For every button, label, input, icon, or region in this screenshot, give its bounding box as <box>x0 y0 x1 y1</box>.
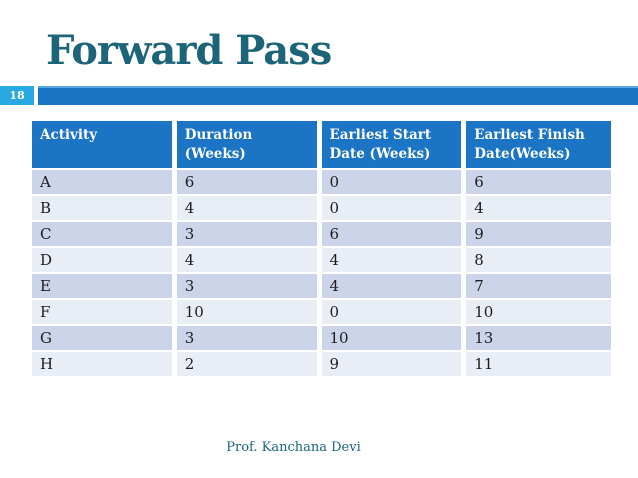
table-cell-duration: 3 <box>176 273 322 300</box>
table-row: F 10 0 10 <box>32 299 611 326</box>
table-cell-earliest_start: 10 <box>321 325 467 352</box>
footer-author: Prof. Kanchana Devi <box>226 440 361 455</box>
table-cell-earliest_start: 0 <box>321 169 467 196</box>
table-cell-duration: 6 <box>176 169 322 196</box>
table-cell-duration: 2 <box>176 351 322 378</box>
table-row: H 2 9 11 <box>32 351 611 378</box>
table-cell-activity: B <box>32 195 177 222</box>
table-cell-earliest_finish: 9 <box>466 221 611 248</box>
table-cell-earliest_start: 9 <box>321 351 467 378</box>
table-cell-duration: 10 <box>176 299 322 326</box>
table-cell-earliest_start: 6 <box>321 221 467 248</box>
table-cell-activity: D <box>32 247 177 274</box>
table-cell-duration: 3 <box>176 325 322 352</box>
table-header-row: Activity Duration (Weeks) Earliest Start D… <box>32 121 611 170</box>
table-cell-earliest_finish: 6 <box>466 169 611 196</box>
table-cell-duration: 3 <box>176 221 322 248</box>
header-cell: Earliest Start Date (Weeks) <box>321 121 467 170</box>
table-header: Activity Duration (Weeks) Earliest Start D… <box>32 121 611 170</box>
table-cell-earliest_finish: 8 <box>466 247 611 274</box>
table-cell-earliest_start: 4 <box>321 273 467 300</box>
table-cell-earliest_finish: 10 <box>466 299 611 326</box>
table-body: A 6 0 6 B 4 0 4 C 3 6 9 D 4 4 8 E 3 4 7 F 10 0 10 G 3 10 13 H 2 9 11 <box>32 169 611 378</box>
title-divider-bar <box>38 86 638 105</box>
table-cell-earliest_start: 0 <box>321 195 467 222</box>
table-cell-activity: G <box>32 325 177 352</box>
table-cell-activity: H <box>32 351 177 378</box>
table-cell-earliest_finish: 7 <box>466 273 611 300</box>
table-cell-activity: F <box>32 299 177 326</box>
forward-pass-table: Activity Duration (Weeks) Earliest Start D… <box>32 121 611 378</box>
table-row: G 3 10 13 <box>32 325 611 352</box>
header-cell: Activity <box>32 121 177 170</box>
page-number-badge: 18 <box>0 86 34 105</box>
table-cell-earliest_start: 0 <box>321 299 467 326</box>
table-cell-earliest_finish: 13 <box>466 325 611 352</box>
table-cell-earliest_finish: 4 <box>466 195 611 222</box>
table-cell-duration: 4 <box>176 195 322 222</box>
header-cell: Earliest Finish Date(Weeks) <box>466 121 611 170</box>
table-cell-earliest_start: 4 <box>321 247 467 274</box>
table-cell-activity: E <box>32 273 177 300</box>
header-cell: Duration (Weeks) <box>176 121 322 170</box>
table-cell-activity: A <box>32 169 177 196</box>
table-cell-earliest_finish: 11 <box>466 351 611 378</box>
table-cell-duration: 4 <box>176 247 322 274</box>
slide-title: Forward Pass <box>46 27 332 74</box>
table-cell-activity: C <box>32 221 177 248</box>
